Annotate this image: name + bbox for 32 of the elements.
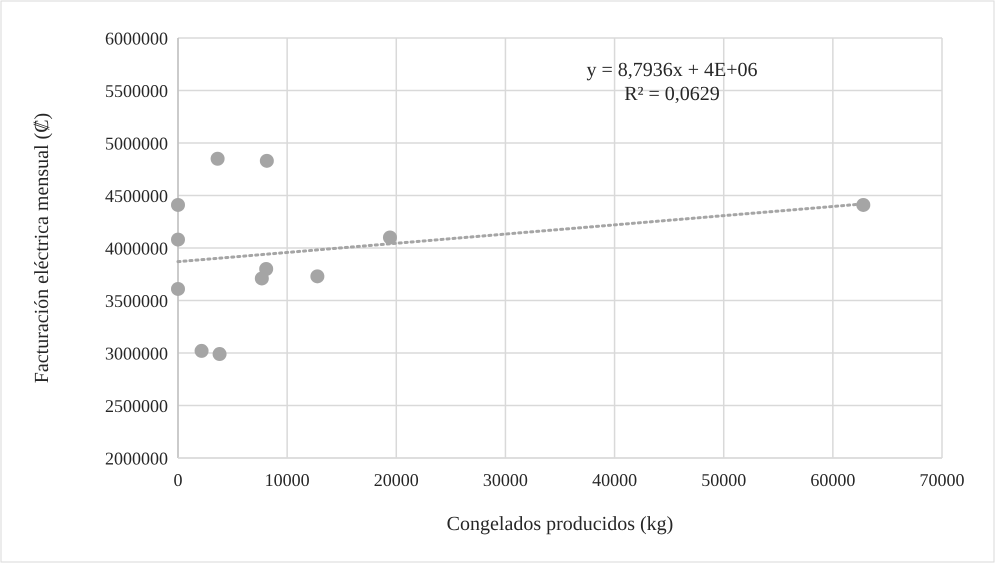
point — [210, 152, 225, 166]
y-tick-label: 4000000 — [105, 238, 168, 258]
annotation: R² = 0,0629 — [624, 83, 720, 105]
x-tick-label: 40000 — [592, 470, 638, 490]
x-tick-label: 50000 — [701, 470, 746, 490]
x-tick-label: 0 — [174, 470, 182, 490]
x-tick-label: 30000 — [482, 470, 528, 490]
point — [212, 347, 227, 362]
point — [171, 232, 185, 247]
x-tick-label: 20000 — [374, 470, 419, 490]
point — [171, 198, 185, 212]
point — [260, 154, 274, 168]
y-tick-label: 5000000 — [105, 133, 168, 154]
x-tick-label: 60000 — [810, 470, 856, 490]
y-axis-title: Facturación eléctrica mensual (₡) — [31, 112, 53, 384]
y-tick-label: 3500000 — [105, 290, 168, 311]
x-axis-title: Congelados producidos (kg) — [446, 513, 674, 535]
point — [382, 230, 397, 244]
point — [254, 271, 269, 286]
x-tick-label: 10000 — [264, 470, 310, 490]
point — [171, 282, 185, 296]
y-tick-label: 2500000 — [105, 396, 168, 416]
y-tick-label: 2000000 — [105, 448, 168, 468]
point — [310, 269, 324, 284]
point — [856, 198, 870, 212]
x-tick-label: 70000 — [920, 470, 964, 490]
y-tick-label: 5500000 — [105, 80, 168, 101]
annotation: y = 8,7936x + 4E+06 — [586, 59, 758, 81]
y-tick-label: 6000000 — [105, 28, 168, 48]
point — [194, 344, 209, 358]
y-tick-label: 4500000 — [105, 186, 168, 206]
y-tick-label: 3000000 — [105, 343, 168, 364]
